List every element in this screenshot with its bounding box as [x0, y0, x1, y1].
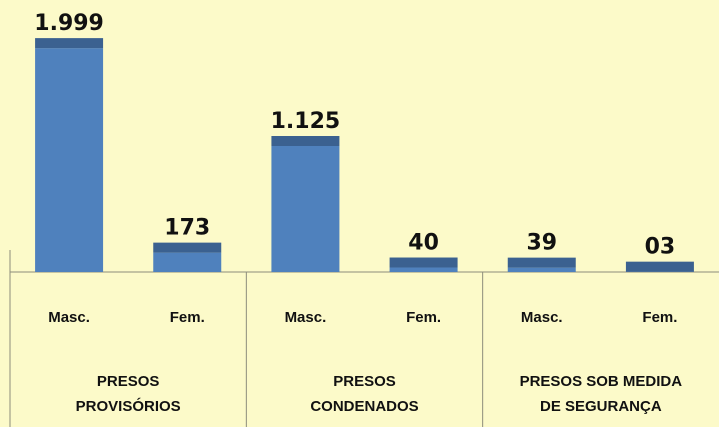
value-label: 1.125 — [271, 109, 341, 134]
value-label: 03 — [645, 235, 676, 260]
bar-cap — [35, 38, 104, 49]
group-label: PROVISÓRIOS — [76, 397, 181, 415]
bar — [389, 267, 458, 272]
bar-cap — [271, 136, 340, 146]
group-label: PRESOS — [333, 373, 396, 390]
group-label: PRESOS SOB MEDIDA — [520, 373, 683, 390]
x-tick-label: Masc. — [285, 309, 327, 326]
bar — [35, 48, 104, 272]
bar-cap — [507, 257, 576, 268]
group-label: CONDENADOS — [310, 398, 418, 415]
x-tick-label: Fem. — [406, 309, 441, 326]
x-tick-label: Masc. — [521, 309, 563, 326]
x-tick-label: Fem. — [642, 309, 677, 326]
group-label: DE SEGURANÇA — [540, 398, 662, 415]
bar — [153, 252, 222, 272]
bar — [507, 267, 576, 272]
value-label: 173 — [164, 216, 210, 241]
x-tick-label: Fem. — [170, 309, 205, 326]
bar-cap — [389, 257, 458, 268]
value-label: 40 — [408, 231, 439, 256]
value-label: 39 — [526, 231, 557, 256]
bar-cap — [625, 261, 694, 272]
value-label: 1.999 — [34, 11, 104, 36]
group-label: PRESOS — [97, 373, 160, 390]
x-tick-label: Masc. — [48, 309, 90, 326]
bar — [271, 146, 340, 272]
bar-cap — [153, 242, 222, 253]
